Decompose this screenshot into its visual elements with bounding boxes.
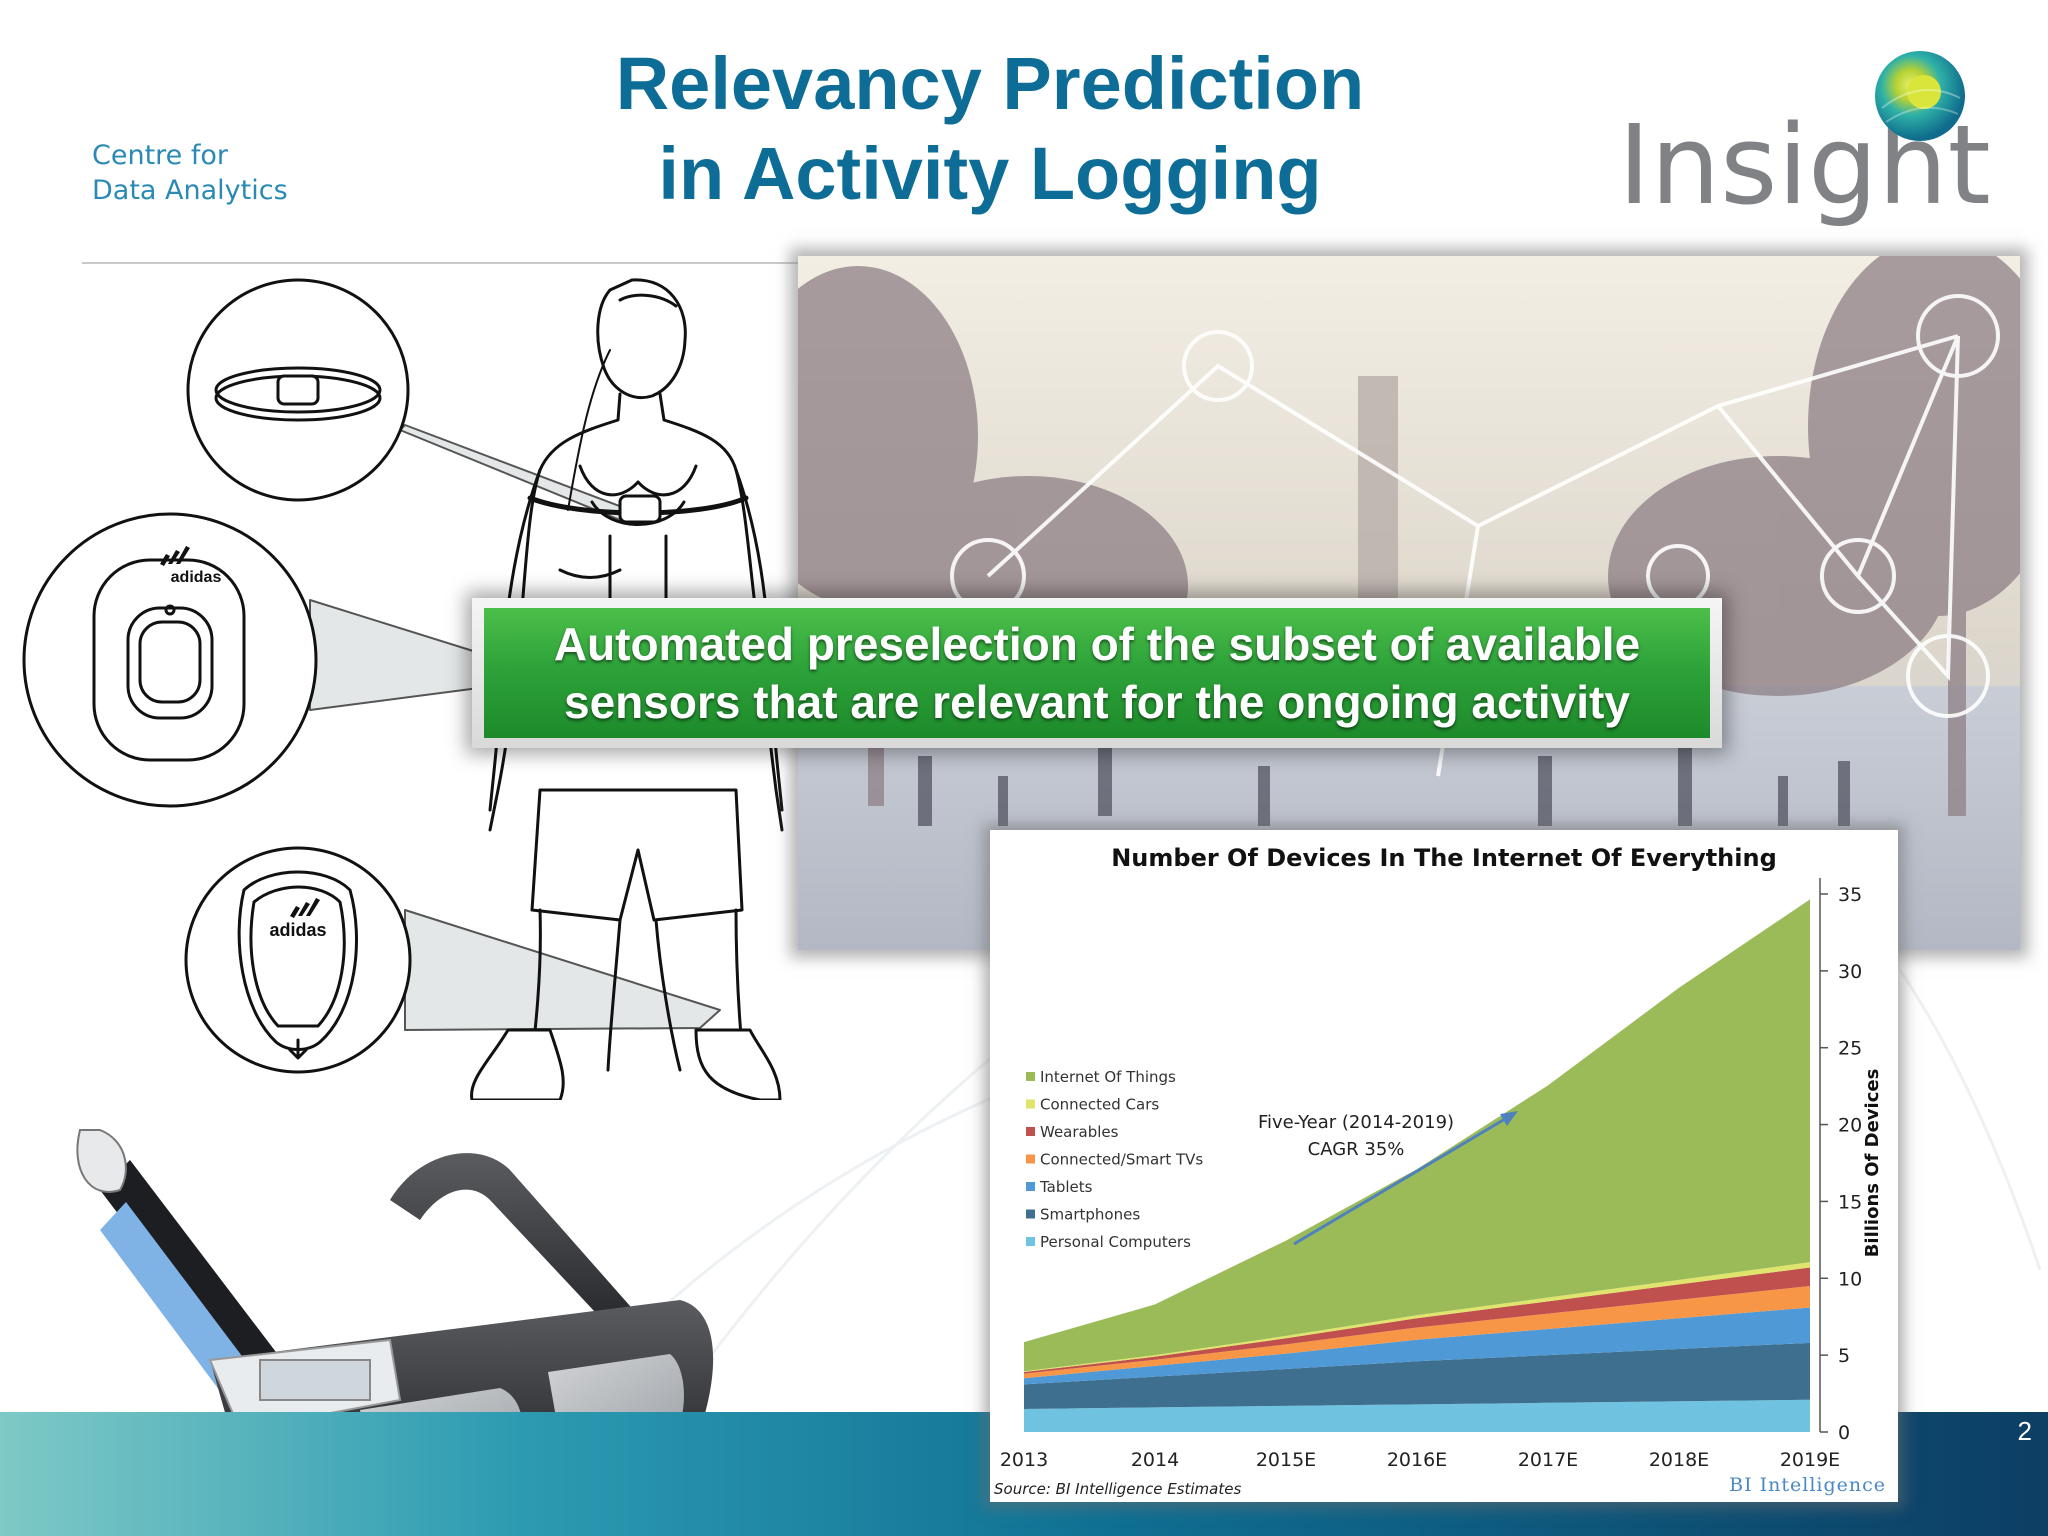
legend-swatch	[1026, 1072, 1035, 1081]
devices-area-chart: Number Of Devices In The Internet Of Eve…	[994, 844, 1883, 1498]
sensor-man-illustration: adidas adidas	[22, 278, 784, 1100]
key-message-line2: sensors that are relevant for the ongoin…	[564, 676, 1630, 728]
x-tick-label: 2015E	[1256, 1449, 1316, 1471]
legend-label: Tablets	[1039, 1178, 1093, 1196]
legend-label: Internet Of Things	[1040, 1068, 1176, 1086]
x-tick-label: 2019E	[1780, 1449, 1840, 1471]
y-tick-label: 30	[1838, 961, 1862, 983]
y-tick-label: 25	[1838, 1038, 1862, 1060]
y-tick-label: 15	[1838, 1191, 1862, 1213]
legend-label: Personal Computers	[1040, 1233, 1191, 1251]
chart-source: Source: BI Intelligence Estimates	[994, 1480, 1241, 1498]
area-series-tablets	[1024, 1307, 1810, 1385]
y-tick-label: 35	[1838, 884, 1862, 906]
cagr-annotation-line2: CAGR 35%	[1308, 1139, 1405, 1160]
x-tick-label: 2018E	[1649, 1449, 1709, 1471]
x-tick-label: 2014	[1131, 1449, 1179, 1471]
y-tick-label: 5	[1838, 1345, 1850, 1367]
legend-swatch	[1026, 1209, 1035, 1219]
key-message-text: Automated preselection of the subset of …	[554, 615, 1640, 731]
x-tick-label: 2016E	[1387, 1449, 1447, 1471]
legend-swatch	[1026, 1154, 1035, 1164]
bi-intelligence-brand: BI Intelligence	[1729, 1474, 1886, 1496]
y-tick-label: 20	[1838, 1115, 1862, 1137]
legend-label: Connected/Smart TVs	[1040, 1151, 1203, 1169]
key-message-panel: Automated preselection of the subset of …	[484, 608, 1710, 738]
legend-label: Wearables	[1040, 1123, 1119, 1141]
adidas-label-shoe: adidas	[269, 920, 326, 940]
key-message-line1: Automated preselection of the subset of …	[553, 618, 1641, 670]
y-tick-label: 10	[1838, 1268, 1862, 1290]
chart-title: Number Of Devices In The Internet Of Eve…	[1111, 844, 1777, 872]
legend-label: Connected Cars	[1040, 1096, 1159, 1114]
y-axis-label: Billions Of Devices	[1862, 1069, 1883, 1258]
area-series-connected-cars	[1024, 1262, 1810, 1373]
adidas-label-pod: adidas	[171, 569, 222, 586]
area-series-internet-of-things	[1024, 899, 1810, 1372]
trend-arrow-shaft	[1293, 1114, 1511, 1246]
slide-title-line1: Relevancy Prediction	[615, 42, 1365, 125]
area-series-smartphones	[1024, 1342, 1810, 1409]
centre-for-data-analytics-logo: Centre for Data Analytics	[92, 138, 288, 208]
centre-logo-line2: Data Analytics	[92, 175, 288, 206]
trend-arrow-head	[1500, 1111, 1518, 1126]
x-tick-label: 2017E	[1518, 1449, 1578, 1471]
page-number: 2	[2017, 1416, 2032, 1446]
area-series-wearables	[1024, 1267, 1810, 1374]
legend-label: Smartphones	[1040, 1206, 1140, 1224]
key-message-banner: Automated preselection of the subset of …	[472, 598, 1722, 748]
legend-swatch	[1026, 1182, 1035, 1191]
area-series-personal-computers	[1024, 1399, 1810, 1432]
insight-globe-icon	[1875, 51, 1965, 141]
centre-logo-line1: Centre for	[92, 140, 228, 171]
cagr-annotation-line1: Five-Year (2014-2019)	[1258, 1112, 1454, 1133]
y-tick-label: 0	[1838, 1422, 1850, 1444]
area-series-connected-smart-tvs	[1024, 1285, 1810, 1379]
legend-swatch	[1026, 1099, 1035, 1109]
x-tick-label: 2013	[1000, 1449, 1048, 1471]
legend-swatch	[1026, 1127, 1035, 1136]
legend-swatch	[1026, 1237, 1035, 1246]
slide-title-line2: in Activity Logging	[658, 132, 1322, 215]
devices-chart-card: Number Of Devices In The Internet Of Eve…	[990, 830, 1898, 1502]
